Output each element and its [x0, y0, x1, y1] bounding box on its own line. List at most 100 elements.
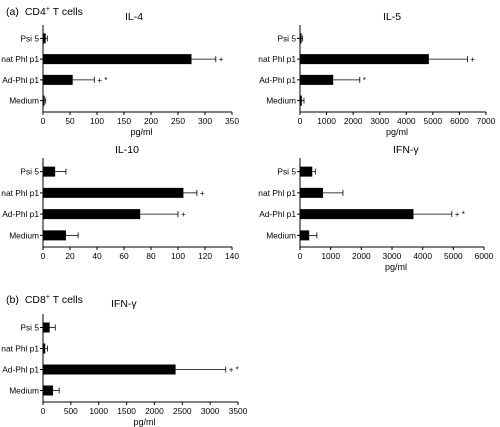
- section-a-label: (a) CD4+ T cells: [6, 6, 83, 18]
- bar: [300, 187, 323, 198]
- bar: [300, 74, 334, 85]
- x-tick-label: 0: [298, 116, 303, 126]
- bar: [43, 322, 50, 333]
- x-tick-label: 0: [298, 251, 303, 261]
- bar: [300, 95, 302, 106]
- bar: [43, 95, 45, 106]
- x-tick-label: 300: [198, 116, 212, 126]
- significance-mark: +: [181, 210, 186, 219]
- bar: [43, 364, 176, 375]
- category-label: Ad-Phl p1: [2, 75, 39, 85]
- x-tick-label: 0: [41, 116, 46, 126]
- category-label: Medium: [9, 230, 39, 240]
- x-tick-label: 0: [41, 406, 46, 416]
- category-label: Ad-Phl p1: [2, 209, 39, 219]
- category-label: Ad-Phl p1: [259, 75, 296, 85]
- bar: [43, 74, 73, 85]
- significance-mark: + *: [97, 76, 107, 85]
- x-tick-label: 6000: [450, 116, 469, 126]
- x-tick-label: 4000: [413, 251, 432, 261]
- bar: [300, 33, 302, 44]
- x-tick-label: 350: [225, 116, 239, 126]
- significance-mark: +: [470, 55, 475, 64]
- category-label: Ad-Phl p1: [2, 365, 39, 375]
- x-tick-label: 1000: [317, 116, 336, 126]
- x-tick-label: 100: [171, 251, 185, 261]
- category-label: nat Phl p1: [258, 54, 296, 64]
- category-label: nat Phl p1: [1, 344, 39, 354]
- x-tick-label: 4000: [397, 116, 416, 126]
- chart-title: IL-10: [115, 144, 139, 156]
- bar: [43, 33, 46, 44]
- x-tick-label: 3000: [383, 251, 402, 261]
- x-tick-label: 0: [41, 251, 46, 261]
- category-label: nat Phl p1: [258, 188, 296, 198]
- significance-mark: +: [200, 189, 205, 198]
- bar: [43, 54, 192, 65]
- x-tick-label: 50: [65, 116, 75, 126]
- category-label: Medium: [9, 386, 39, 396]
- x-tick-label: 1500: [117, 406, 136, 416]
- x-tick-label: 5000: [444, 251, 463, 261]
- x-tick-label: 120: [198, 251, 212, 261]
- significance-mark: *: [363, 76, 366, 85]
- x-axis-label: pg/ml: [130, 127, 152, 137]
- bar: [43, 187, 184, 198]
- category-label: Ad-Phl p1: [259, 209, 296, 219]
- category-label: Medium: [9, 96, 39, 106]
- x-tick-label: 3000: [370, 116, 389, 126]
- significance-mark: + *: [455, 210, 465, 219]
- bar: [43, 209, 141, 220]
- x-axis-label: pg/ml: [133, 417, 155, 427]
- category-label: Psi 5: [20, 33, 39, 43]
- category-label: Psi 5: [277, 33, 296, 43]
- x-tick-label: 2500: [173, 406, 192, 416]
- category-label: nat Phl p1: [1, 54, 39, 64]
- x-tick-label: 150: [117, 116, 131, 126]
- category-label: Psi 5: [277, 167, 296, 177]
- x-tick-label: 7000: [477, 116, 496, 126]
- bar: [43, 230, 66, 241]
- category-label: Medium: [266, 230, 296, 240]
- x-tick-label: 5000: [424, 116, 443, 126]
- x-tick-label: 2000: [145, 406, 164, 416]
- x-tick-label: 40: [92, 251, 102, 261]
- bar: [300, 230, 310, 241]
- x-tick-label: 500: [64, 406, 78, 416]
- chart-title: IFN-γ: [111, 298, 137, 310]
- bar: [43, 166, 56, 177]
- bar: [43, 385, 54, 396]
- x-tick-label: 100: [90, 116, 104, 126]
- x-tick-label: 6000: [475, 251, 494, 261]
- chart-panel-3: IL-10 Psi 5 nat Phl p1 + Ad-Phl p1 + Medium 0 20…: [1, 144, 239, 261]
- chart-panel-4: IFN-γ Psi 5 nat Phl p1 Ad-Phl p1 + * Medium 0 1…: [258, 144, 493, 272]
- x-tick-label: 1000: [89, 406, 108, 416]
- chart-title: IL-5: [383, 11, 401, 23]
- section-b-label: (b) CD8+ T cells: [6, 294, 83, 306]
- x-tick-label: 1000: [321, 251, 340, 261]
- chart-title: IL-4: [125, 11, 143, 23]
- x-tick-label: 3000: [201, 406, 220, 416]
- category-label: nat Phl p1: [1, 188, 39, 198]
- x-tick-label: 20: [65, 251, 75, 261]
- significance-mark: +: [219, 55, 224, 64]
- bar: [43, 343, 46, 354]
- x-tick-label: 2000: [344, 116, 363, 126]
- significance-mark: + *: [229, 366, 239, 375]
- x-tick-label: 60: [119, 251, 129, 261]
- category-label: Psi 5: [20, 323, 39, 333]
- bar: [300, 209, 414, 220]
- x-axis-label: pg/ml: [385, 262, 407, 272]
- x-tick-label: 2000: [352, 251, 371, 261]
- x-tick-label: 140: [225, 251, 239, 261]
- x-tick-label: 200: [144, 116, 158, 126]
- x-tick-label: 250: [171, 116, 185, 126]
- category-label: Medium: [266, 96, 296, 106]
- x-tick-label: 80: [146, 251, 156, 261]
- bar: [300, 166, 313, 177]
- category-label: Psi 5: [20, 167, 39, 177]
